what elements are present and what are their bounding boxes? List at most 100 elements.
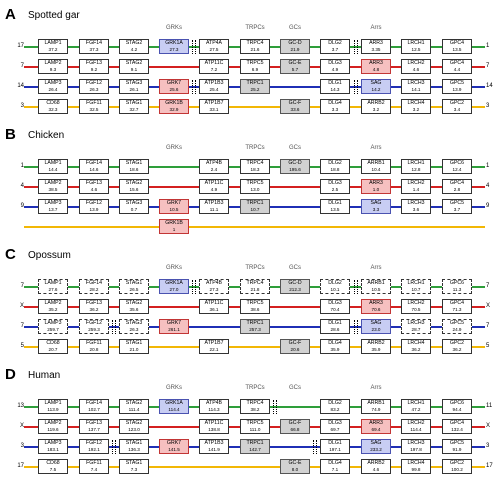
gene-box: SAG 14.2 — [361, 79, 391, 94]
gene-position: 4.2 — [130, 47, 138, 52]
gene-position: 14.4 — [48, 167, 58, 172]
species-name: Chicken — [28, 130, 65, 141]
gene-name: ARR3 — [369, 420, 383, 426]
gene-box: TRPC4 21.6 — [240, 39, 270, 54]
gene-position: 141.5 — [168, 447, 180, 452]
break-marker — [192, 80, 196, 94]
gene-position: 35.9 — [330, 347, 340, 352]
gene-name: CD68 — [46, 460, 60, 466]
gene-box: STAG2 111.4 — [119, 399, 149, 414]
gene-position: 4.6 — [372, 467, 380, 472]
gene-position: 141.9 — [208, 447, 220, 452]
gene-name: ATP4A — [205, 40, 223, 46]
gene-position: 3.3 — [372, 207, 380, 212]
species-name: Human — [28, 370, 61, 381]
gene-position: 5.7 — [291, 67, 299, 72]
gene-position: 261.1 — [168, 327, 180, 332]
gene-name: TRPC5 — [246, 180, 264, 186]
gene-name: LRCH1 — [407, 40, 425, 46]
category-label: TRPCs — [245, 265, 265, 271]
gene-name: LRCH3 — [407, 320, 425, 326]
chromosome-label-right: 14 — [486, 83, 493, 89]
gene-name: TRPC4 — [246, 400, 264, 406]
gene-position: 21.8 — [250, 287, 260, 292]
gene-box: LRCH1 47.2 — [401, 399, 431, 414]
gene-box: FGF12 13.9 — [79, 199, 109, 214]
gene-box: DLG3 70.4 — [320, 299, 350, 314]
gene-box: LRCH3 3.6 — [401, 199, 431, 214]
chromosome-label-left: 7 — [20, 283, 24, 289]
gene-name: GC-D — [288, 160, 302, 166]
gene-position: 23.0 — [371, 327, 381, 332]
gene-box: GRK1B 1 — [159, 219, 189, 234]
gene-position: 38.6 — [250, 307, 260, 312]
gene-name: GRK7 — [166, 320, 182, 326]
gene-name: TRPC4 — [246, 280, 264, 286]
gene-box: FGF12 192.1 — [79, 439, 109, 454]
gene-box: SAG 3.3 — [361, 199, 391, 214]
gene-name: STAG1 — [125, 460, 143, 466]
category-label: TRPCs — [245, 145, 265, 151]
gene-name: ATP1B3 — [204, 80, 224, 86]
gene-position: 111.4 — [128, 407, 140, 412]
gene-name: FGF14 — [85, 400, 103, 406]
gene-box: LRCH2 1.4 — [401, 179, 431, 194]
gene-box: ATP4A 27.5 — [199, 39, 229, 54]
gene-name: GC-E — [288, 60, 302, 66]
gene-name: ATP1B7 — [204, 100, 224, 106]
gene-position: 114.4 — [410, 427, 422, 432]
chromosome-label-left: 17 — [17, 43, 24, 49]
gene-name: GPC2 — [449, 460, 465, 466]
gene-position: 0.7 — [130, 207, 138, 212]
gene-position: 3.6 — [412, 207, 420, 212]
chromosome-line — [24, 106, 485, 108]
gene-position: 38.5 — [48, 187, 58, 192]
chromosome-label-right: 1 — [486, 43, 490, 49]
gene-name: LAMP1 — [44, 40, 62, 46]
gene-position: 119.6 — [47, 427, 59, 432]
gene-name: ATP1B3 — [204, 440, 224, 446]
gene-name: FGF14 — [85, 280, 103, 286]
gene-box: ARRB1 74.9 — [361, 399, 391, 414]
chromosome-line — [24, 346, 485, 348]
gene-position: 33.1 — [209, 107, 219, 112]
gene-position: 69.7 — [330, 427, 340, 432]
chromosome-row: 14 14 LAMP3 26.4 FGF12 26.3 STAG3 26.1 GRK7 25.6 A… — [0, 79, 500, 95]
gene-box: ARRB1 10.4 — [361, 159, 391, 174]
gene-box: TRPC5 111.0 — [240, 419, 270, 434]
gene-name: STAG2 — [125, 180, 143, 186]
gene-box: GPC2 3.4 — [442, 99, 472, 114]
chromosome-label-right: 9 — [486, 203, 490, 209]
gene-box: LRCH4 36.2 — [401, 339, 431, 354]
gene-position: 28.7 — [411, 327, 421, 332]
gene-box: STAG2 123.0 — [119, 419, 149, 434]
gene-position: 137.7 — [88, 427, 100, 432]
gene-position: 20.7 — [48, 347, 58, 352]
gene-position: 113.9 — [47, 407, 59, 412]
gene-box: ATP1B7 22.1 — [199, 339, 229, 354]
gene-position: 15.6 — [129, 187, 139, 192]
gene-name: ATP11C — [204, 420, 224, 426]
gene-name: DLG1 — [328, 320, 342, 326]
gene-box: ATP11C 138.8 — [199, 419, 229, 434]
category-label: GRKs — [165, 385, 183, 391]
gene-position: 14.3 — [330, 87, 340, 92]
gene-position: 27.0 — [169, 287, 179, 292]
gene-position: 2.4 — [210, 167, 218, 172]
gene-position: 9.1 — [130, 67, 138, 72]
gene-box: STAG1 7.3 — [119, 459, 149, 474]
gene-position: 8.0 — [291, 467, 299, 472]
chromosome-label-right: X — [486, 423, 491, 429]
chromosome-label-right: 11 — [486, 403, 493, 409]
gene-name: ATP11C — [204, 60, 224, 66]
gene-box: TRPC1 142.7 — [240, 439, 270, 454]
gene-position: 3.35 — [371, 47, 381, 52]
break-marker — [112, 440, 116, 454]
gene-box: LAMP1 113.9 — [38, 399, 68, 414]
gene-box: ARRB2 4.6 — [361, 459, 391, 474]
gene-box: GRK7 141.5 — [159, 439, 189, 454]
gene-name: FGF13 — [85, 420, 103, 426]
gene-name: SAG — [370, 440, 382, 446]
gene-position: 195.6 — [289, 167, 301, 172]
chromosome-label-left: 1 — [20, 163, 24, 169]
